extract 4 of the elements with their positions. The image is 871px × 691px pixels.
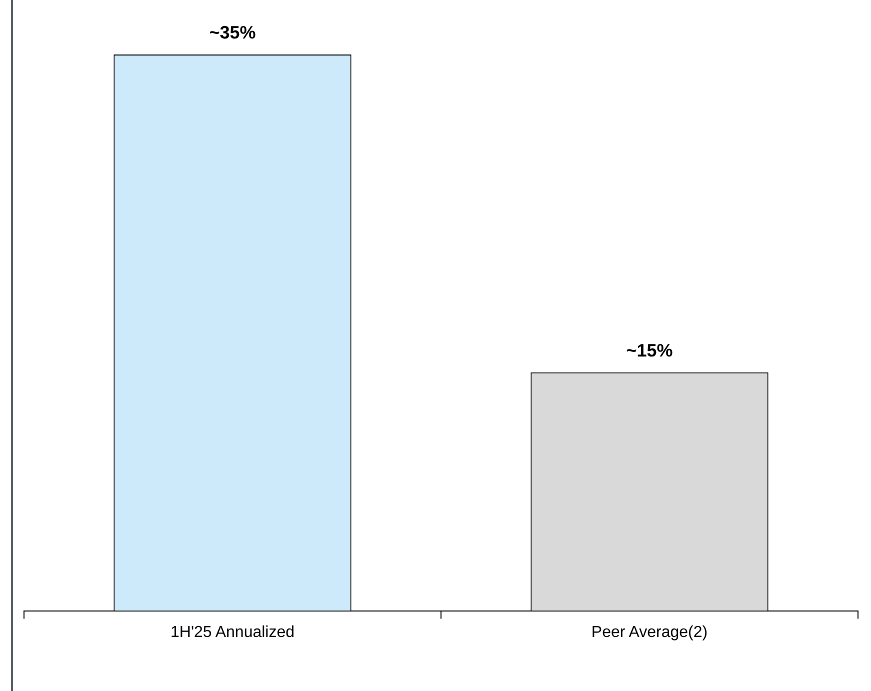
x-tick-label: 1H'25 Annualized [170,624,295,641]
data-label: ~15% [626,340,673,360]
data-label: ~35% [209,22,256,42]
x-tick-label: Peer Average(2) [591,624,708,641]
